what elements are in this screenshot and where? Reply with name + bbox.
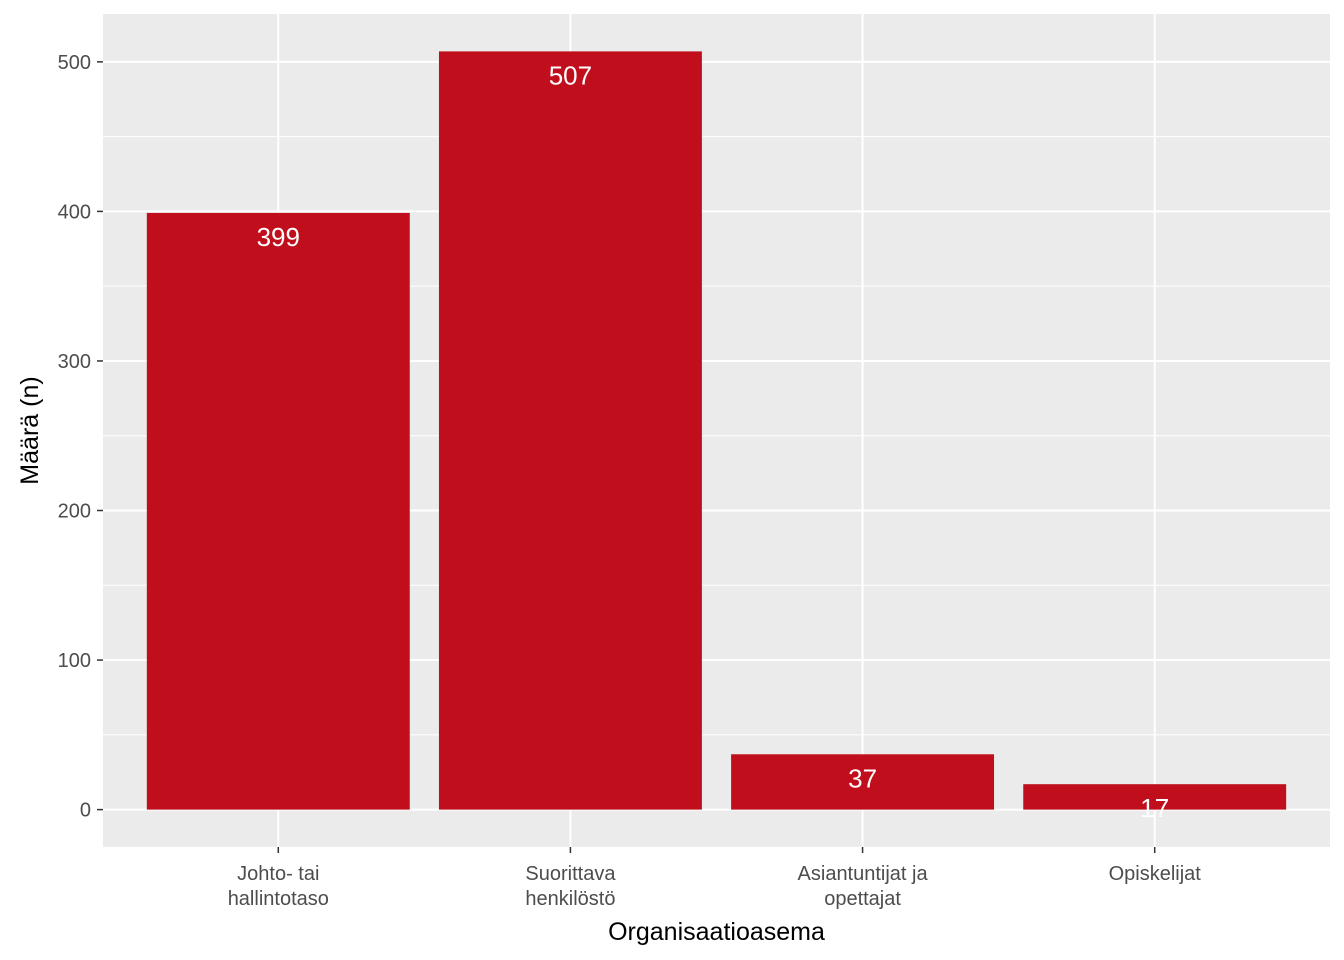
bar-value-label: 37 [848,763,877,793]
bars: 399 507 37 17 [146,51,1287,823]
bar [1023,784,1287,810]
bar-value-label: 507 [549,60,592,90]
bar-value-label: 399 [257,222,300,252]
y-tick-label: 100 [58,650,91,672]
y-tick-label: 500 [58,52,91,74]
y-axis-title: Määrä (n) [16,376,44,484]
y-tick-label: 0 [80,800,91,822]
y-tick-label: 400 [58,201,91,223]
x-tick-label: Johto- tai hallintotaso [228,863,329,910]
bar [438,51,702,810]
bar [731,754,995,810]
x-tick-label: Opiskelijat [1109,863,1202,885]
x-axis: Johto- tai hallintotaso Suorittava henkilös… [228,847,1202,910]
bar [146,212,410,810]
y-tick-label: 200 [58,501,91,523]
x-tick-label: Suorittava henkilöstö [525,863,616,910]
x-axis-title: Organisaatioasema [608,918,825,946]
y-axis: 0 100 200 300 400 500 [58,52,103,822]
x-tick-label: Asiantuntijat ja opettajat [798,863,929,910]
bar-value-label: 17 [1140,793,1169,823]
y-tick-label: 300 [58,351,91,373]
